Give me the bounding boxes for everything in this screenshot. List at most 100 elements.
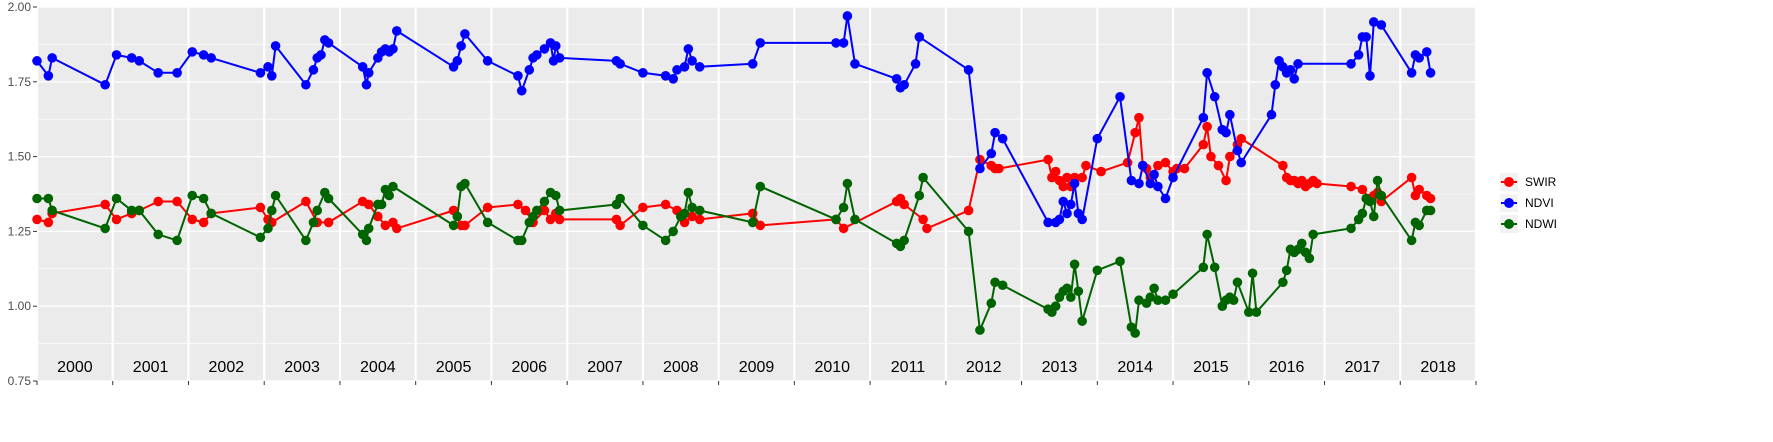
y-axis: 0.75 1.00 1.25 1.50 1.75 2.00: [8, 0, 37, 388]
year-label: 2017: [1345, 359, 1381, 376]
data-point-ndvi: [153, 68, 163, 78]
data-point-ndwi: [1346, 223, 1356, 234]
data-point-ndvi: [452, 56, 463, 66]
data-point-ndvi: [914, 32, 925, 42]
data-point-ndvi: [361, 79, 372, 90]
data-point-swir: [755, 220, 766, 231]
data-point-ndwi: [388, 181, 398, 192]
year-label: 2009: [739, 359, 775, 376]
data-point-ndwi: [1134, 295, 1144, 306]
data-point-ndvi: [198, 50, 209, 60]
data-point-swir: [1077, 172, 1087, 183]
data-point-ndwi: [1073, 286, 1084, 297]
data-point-ndwi: [482, 217, 493, 228]
data-point-ndwi: [838, 202, 849, 213]
data-point-swir: [1425, 193, 1436, 204]
data-point-swir: [638, 202, 648, 213]
data-point-ndwi: [683, 187, 694, 198]
data-point-swir: [1058, 181, 1069, 192]
data-point-ndvi: [672, 65, 682, 75]
data-point-swir: [1096, 166, 1106, 177]
data-point-swir: [963, 205, 974, 216]
data-point-swir: [687, 211, 697, 222]
data-point-swir: [918, 214, 928, 225]
data-point-ndvi: [1149, 169, 1159, 180]
data-point-ndwi: [1077, 316, 1087, 326]
data-point-swir: [153, 196, 163, 207]
data-point-ndvi: [206, 53, 216, 63]
data-point-ndwi: [831, 214, 841, 225]
data-point-ndvi: [694, 62, 705, 72]
data-point-ndwi: [384, 190, 394, 201]
year-label: 2004: [360, 359, 396, 376]
legend-marker: [1504, 198, 1514, 208]
data-point-ndwi: [263, 223, 273, 234]
data-point-ndvi: [963, 65, 974, 75]
data-point-swir: [391, 223, 402, 234]
data-point-ndvi: [1365, 71, 1375, 81]
data-point-ndwi: [1160, 295, 1171, 306]
data-point-swir: [513, 199, 523, 210]
y-tick-label: 2.00: [8, 0, 32, 14]
data-point-ndvi: [1054, 214, 1065, 225]
data-point-ndvi: [1361, 32, 1371, 42]
data-point-ndwi: [266, 205, 277, 216]
data-point-ndvi: [986, 148, 997, 159]
data-point-swir: [32, 214, 42, 225]
year-label: 2010: [814, 359, 850, 376]
data-point-swir: [838, 223, 849, 234]
data-point-ndwi: [963, 226, 974, 237]
data-point-ndwi: [134, 205, 145, 216]
data-point-swir: [1206, 151, 1216, 162]
data-point-ndvi: [1376, 20, 1387, 30]
data-point-ndvi: [1368, 17, 1379, 27]
data-point-ndwi: [1198, 262, 1209, 273]
data-point-ndwi: [1050, 301, 1061, 312]
data-point-ndvi: [1221, 127, 1231, 138]
data-point-ndvi: [456, 41, 466, 51]
legend-label: NDVI: [1525, 196, 1554, 210]
data-point-ndvi: [532, 50, 542, 60]
year-label: 2013: [1042, 359, 1078, 376]
data-point-ndvi: [683, 44, 694, 54]
data-point-ndwi: [1130, 328, 1140, 338]
data-point-ndwi: [301, 235, 311, 246]
data-point-ndvi: [831, 38, 841, 48]
data-point-ndvi: [1425, 68, 1436, 78]
data-point-ndvi: [482, 56, 493, 66]
data-point-ndwi: [1281, 265, 1292, 276]
data-point-ndvi: [388, 44, 398, 54]
data-point-ndvi: [679, 62, 690, 72]
data-point-ndvi: [1266, 109, 1277, 120]
data-point-ndwi: [1202, 229, 1212, 240]
data-point-ndwi: [376, 199, 387, 210]
y-tick-label: 1.25: [8, 224, 32, 238]
legend-label: NDWI: [1525, 217, 1557, 231]
data-point-ndwi: [1232, 277, 1243, 288]
data-point-ndvi: [550, 41, 561, 51]
data-point-ndvi: [990, 127, 1000, 138]
x-axis: 2000 2001 2002 2003 2004 2005 2006 2007 2008 2009…: [36, 359, 1477, 385]
data-point-ndwi: [694, 205, 705, 216]
data-point-ndwi: [615, 193, 625, 204]
data-point-ndwi: [747, 217, 758, 228]
data-point-ndvi: [1066, 199, 1076, 210]
legend-marker: [1504, 177, 1514, 187]
data-point-ndvi: [838, 38, 849, 48]
year-label: 2007: [587, 359, 623, 376]
data-point-ndvi: [539, 44, 550, 54]
data-point-swir: [1062, 172, 1072, 183]
data-point-swir: [482, 202, 493, 213]
data-point-swir: [1134, 112, 1144, 123]
data-point-ndvi: [1406, 68, 1417, 78]
data-point-ndwi: [187, 190, 198, 201]
data-point-ndwi: [32, 193, 42, 204]
data-point-swir: [255, 202, 266, 213]
data-point-ndwi: [1368, 211, 1379, 222]
data-point-ndwi: [516, 235, 527, 246]
data-point-swir: [172, 196, 182, 207]
data-point-ndvi: [100, 79, 110, 90]
data-point-swir: [323, 217, 334, 228]
data-point-swir: [380, 220, 391, 231]
data-point-ndwi: [270, 190, 281, 201]
